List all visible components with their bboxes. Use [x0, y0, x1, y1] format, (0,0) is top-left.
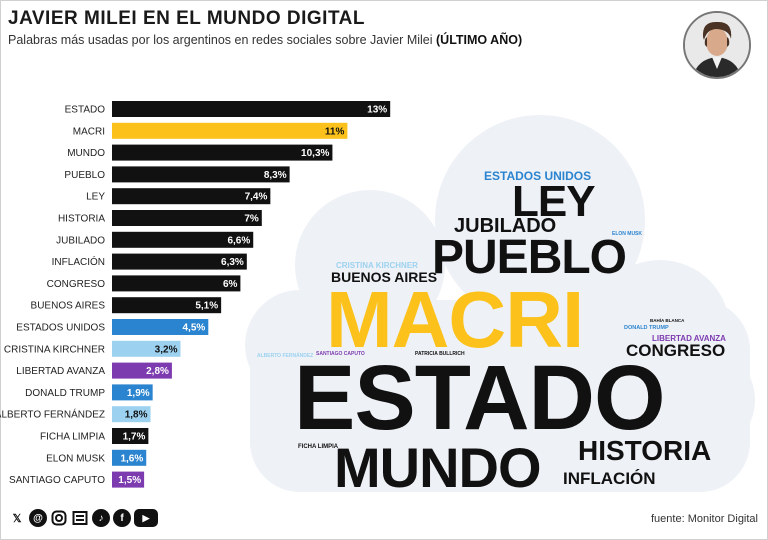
cloud-word-pueblo: PUEBLO: [432, 231, 627, 284]
bar: [112, 144, 333, 161]
bar: [112, 275, 241, 292]
chart-title: JAVIER MILEI EN EL MUNDO DIGITAL: [8, 8, 365, 29]
bar-value-label: 6%: [223, 279, 238, 290]
bar: [112, 297, 222, 314]
cloud-word-ficha: FICHA LIMPIA: [298, 444, 339, 450]
bar-value-label: 4,5%: [183, 323, 206, 334]
bar: [112, 101, 391, 117]
youtube-icon[interactable]: ▶: [134, 509, 158, 527]
bar: [112, 319, 209, 335]
social-links: 𝕏 @ ♪ f ▶: [8, 509, 158, 527]
category-label: SANTIAGO CAPUTO: [9, 475, 105, 486]
category-label: MUNDO: [67, 148, 105, 159]
bar-value-label: 1,8%: [125, 410, 148, 421]
bar: [112, 253, 247, 270]
bar-value-label: 7,4%: [245, 192, 268, 203]
cloud-word-alberto: ALBERTO FERNÁNDEZ: [257, 353, 314, 359]
cloud-word-inflacion: INFLACIÓN: [563, 469, 656, 488]
category-label: MACRI: [73, 126, 105, 137]
cloud-word-elon: ELON MUSK: [612, 231, 642, 237]
bar: [112, 166, 290, 183]
bar: [112, 471, 145, 488]
category-label: LEY: [86, 192, 105, 203]
bar: [112, 449, 147, 466]
cloud-word-estados-unidos: ESTADOS UNIDOS: [484, 169, 592, 183]
category-label: ESTADO: [65, 105, 106, 116]
bar: [112, 210, 262, 226]
category-label: PUEBLO: [64, 170, 105, 181]
bar: [112, 406, 151, 423]
category-label: ALBERTO FERNÁNDEZ: [0, 408, 105, 421]
bar-value-label: 3,2%: [155, 344, 178, 355]
cloud-word-congreso: CONGRESO: [626, 341, 726, 360]
portrait-avatar: [683, 11, 751, 79]
cloud-word-historia: HISTORIA: [578, 435, 712, 466]
threads-icon[interactable]: @: [29, 509, 47, 527]
bar: [112, 122, 348, 139]
bar: [112, 188, 271, 205]
cloud-word-caputo: SANTIAGO CAPUTO: [316, 351, 365, 357]
cloud-word-libertad: LIBERTAD AVANZA: [652, 334, 726, 343]
tiktok-icon[interactable]: ♪: [92, 509, 110, 527]
bar-value-label: 11%: [325, 126, 345, 137]
source-note: fuente: Monitor Digital: [651, 513, 758, 525]
bar-value-label: 7%: [244, 214, 259, 225]
bar-value-label: 5,1%: [195, 301, 218, 312]
cloud-word-ley: LEY: [512, 177, 596, 226]
category-label: INFLACIÓN: [52, 255, 105, 268]
cloud-word-patricia: PATRICIA BULLRICH: [415, 351, 465, 357]
cloud-word-jubilado: JUBILADO: [454, 215, 557, 237]
category-label: ESTADOS UNIDOS: [16, 323, 105, 334]
bar: [112, 428, 149, 444]
bar: [112, 231, 254, 248]
x-icon[interactable]: 𝕏: [12, 512, 22, 525]
category-label: BUENOS AIRES: [31, 301, 106, 312]
cloud-word-trump: DONALD TRUMP: [624, 325, 669, 331]
subtitle-main: Palabras más usadas por los argentinos e…: [8, 33, 433, 47]
cloud-word-estado: ESTADO: [294, 347, 666, 449]
news-icon[interactable]: [71, 509, 89, 527]
category-label: CONGRESO: [47, 279, 106, 290]
bar: [112, 384, 153, 401]
bar-value-label: 1,7%: [123, 432, 146, 443]
bar-value-label: 13%: [367, 105, 387, 116]
portrait-icon: [685, 13, 749, 77]
bar-value-label: 6,6%: [227, 235, 250, 246]
facebook-icon[interactable]: f: [113, 509, 131, 527]
category-label: JUBILADO: [56, 235, 105, 246]
category-label: DONALD TRUMP: [25, 388, 105, 399]
bar-value-label: 10,3%: [301, 148, 329, 159]
category-label: FICHA LIMPIA: [40, 432, 105, 443]
bar-value-label: 1,9%: [127, 388, 150, 399]
category-label: CRISTINA KIRCHNER: [4, 344, 105, 355]
cloud-word-buenos-aires: BUENOS AIRES: [331, 269, 438, 285]
category-label: ELON MUSK: [46, 453, 105, 464]
category-label: LIBERTAD AVANZA: [16, 366, 105, 377]
cloud-word-macri: MACRI: [326, 275, 584, 364]
bar-value-label: 8,3%: [264, 170, 287, 181]
bar-value-label: 6,3%: [221, 257, 244, 268]
bar: [112, 362, 172, 379]
bar: [112, 340, 181, 357]
subtitle-period: (ÚLTIMO AÑO): [436, 33, 523, 47]
bar-value-label: 1,6%: [120, 453, 143, 464]
cloud-word-mundo: MUNDO: [334, 436, 542, 499]
category-label: HISTORIA: [58, 214, 105, 225]
cloud-word-cristina: CRISTINA KIRCHNER: [336, 261, 418, 270]
bar-value-label: 2,8%: [146, 366, 169, 377]
bar-value-label: 1,5%: [118, 475, 141, 486]
cloud-word-bahia: BAHÍA BLANCA: [650, 318, 685, 323]
instagram-icon[interactable]: [50, 509, 68, 527]
chart-subtitle: Palabras más usadas por los argentinos e…: [8, 33, 522, 47]
